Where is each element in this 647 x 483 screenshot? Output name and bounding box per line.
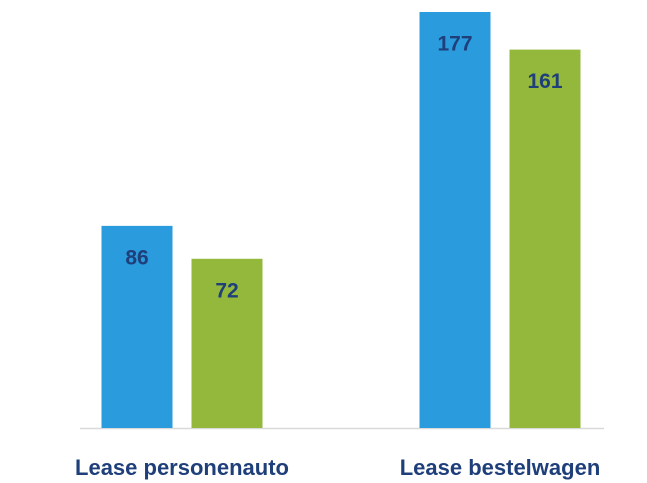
x-tick-label: Lease personenauto <box>75 455 289 480</box>
x-tick-label: Lease bestelwagen <box>400 455 601 480</box>
bar <box>191 258 263 428</box>
value-label: 177 <box>437 33 472 56</box>
value-label: 72 <box>215 279 238 302</box>
bar <box>101 225 173 428</box>
bar <box>419 12 491 428</box>
value-label: 86 <box>125 246 148 269</box>
value-label: 161 <box>527 70 562 93</box>
bar <box>509 49 581 428</box>
